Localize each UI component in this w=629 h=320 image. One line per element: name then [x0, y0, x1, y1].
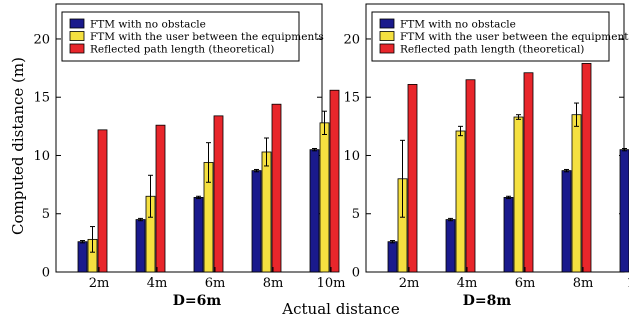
bar-no-obstacle — [251, 170, 262, 273]
bar-reflected — [213, 115, 224, 273]
x-tick-label: 2m — [399, 276, 420, 291]
bar-with-user — [513, 116, 524, 273]
x-tick-label: 4m — [147, 276, 168, 291]
x-tick-label: 10m — [627, 276, 629, 291]
y-tick-label: 15 — [33, 91, 50, 106]
plot-frame — [365, 3, 625, 273]
bar-no-obstacle — [561, 170, 572, 273]
legend-swatch-no-obstacle — [69, 18, 85, 29]
legend-swatch-no-obstacle — [379, 18, 395, 29]
bar-group-6m — [193, 115, 224, 273]
bar-reflected — [329, 89, 340, 273]
bar-no-obstacle — [503, 197, 514, 273]
bar-with-user — [455, 130, 466, 273]
x-tick-label: 4m — [457, 276, 478, 291]
bar-no-obstacle — [619, 149, 629, 273]
legend-label-reflected: Reflected path length (theoretical) — [90, 44, 274, 56]
bar-reflected — [465, 79, 476, 273]
x-tick-label: 2m — [89, 276, 110, 291]
x-tick-label: 6m — [515, 276, 536, 291]
bar-group-10m — [309, 89, 340, 273]
legend-label-no-obstacle: FTM with no obstacle — [400, 19, 516, 31]
bar-reflected — [155, 124, 166, 273]
bar-no-obstacle — [135, 219, 146, 273]
bar-no-obstacle — [445, 219, 456, 273]
bar-group-4m — [135, 124, 166, 273]
bar-reflected — [581, 63, 592, 273]
bar-with-user — [261, 151, 272, 273]
y-tick-label: 20 — [33, 32, 50, 47]
chart-panel-d8m: 0 5 10 15 20 2m 4m 6m 8m 10m D=8m FTM with no obsta… — [343, 3, 629, 309]
legend-label-reflected: Reflected path length (theoretical) — [400, 44, 584, 56]
y-tick-label: 5 — [42, 207, 50, 222]
legend-label-with-user: FTM with the user between the equipments — [90, 31, 324, 43]
bar-no-obstacle — [387, 241, 398, 273]
x-tick-label: 10m — [317, 276, 346, 291]
legend-swatch-with-user — [69, 31, 85, 41]
y-tick-label: 10 — [33, 149, 50, 164]
bar-with-user — [319, 122, 330, 273]
bar-reflected — [523, 72, 534, 273]
bar-group-6m — [503, 72, 534, 273]
y-tick-label: 5 — [352, 207, 360, 222]
legend-swatch-reflected — [69, 43, 85, 54]
y-tick-label: 20 — [343, 32, 360, 47]
panel-subtitle: D=8m — [463, 293, 512, 309]
bar-group-10m — [619, 147, 629, 273]
y-tick-label: 0 — [352, 266, 360, 281]
legend-box — [371, 11, 610, 62]
x-tick-label: 8m — [263, 276, 284, 291]
bar-group-8m — [251, 103, 282, 273]
legend-label-no-obstacle: FTM with no obstacle — [90, 19, 206, 31]
bar-reflected — [97, 129, 108, 273]
bar-group-8m — [561, 63, 592, 273]
bar-with-user — [571, 114, 582, 273]
y-tick-label: 10 — [343, 149, 360, 164]
chart-panel-d6m: 0 5 10 15 20 2m 4m 6m 8m 10m D=6m FTM with no obsta… — [33, 3, 346, 309]
bar-group-2m — [77, 129, 108, 273]
y-tick-label: 0 — [42, 266, 50, 281]
legend-swatch-with-user — [379, 31, 395, 41]
legend-swatch-reflected — [379, 43, 395, 54]
y-axis-label: Computed distance (m) — [9, 57, 27, 235]
legend-label-with-user: FTM with the user between the equipments — [400, 31, 629, 43]
y-tick-label: 15 — [343, 91, 360, 106]
bar-no-obstacle — [309, 149, 320, 273]
x-tick-label: 8m — [573, 276, 594, 291]
legend-box — [61, 11, 300, 62]
bar-no-obstacle — [193, 197, 204, 273]
bar-group-2m — [387, 84, 418, 273]
x-axis-label: Actual distance — [281, 300, 400, 318]
bar-group-4m — [445, 79, 476, 273]
bar-reflected — [407, 84, 418, 273]
panel-subtitle: D=6m — [173, 293, 222, 309]
bar-no-obstacle — [77, 241, 88, 273]
bar-reflected — [271, 103, 282, 273]
x-tick-label: 6m — [205, 276, 226, 291]
